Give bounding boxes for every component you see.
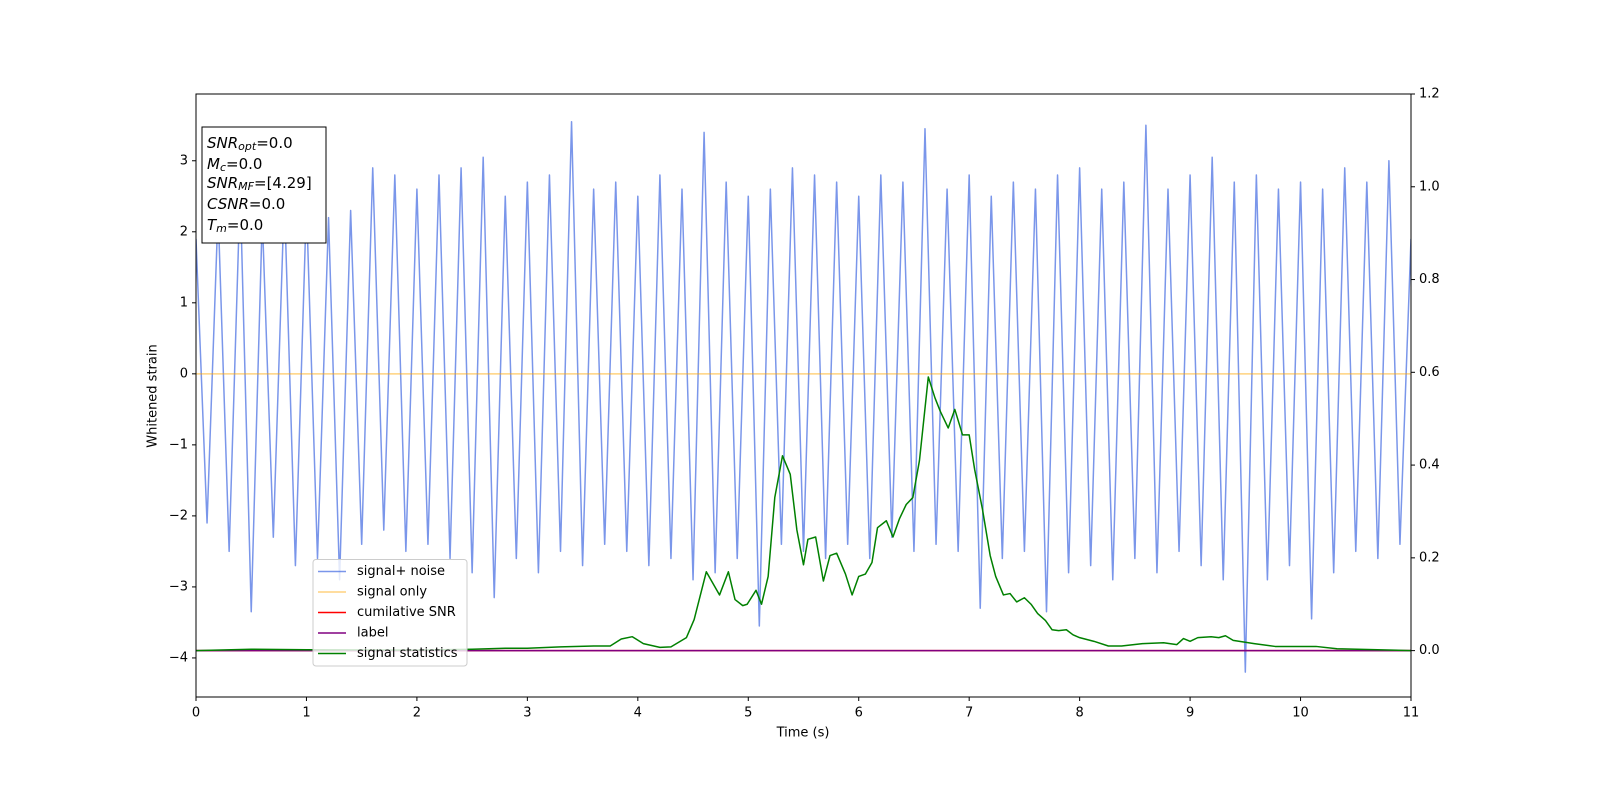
- annotation-frame: [201, 126, 327, 244]
- series-line: [196, 376, 1411, 652]
- x-tick-label: 8: [1075, 706, 1083, 721]
- annotation-text: Tm=0.0: [207, 216, 263, 236]
- y-tick-label: −4: [169, 650, 188, 665]
- y2-tick-label: 0.8: [1419, 272, 1440, 287]
- annotation-symbol: CSNR: [207, 195, 249, 213]
- x-tick-label: 4: [634, 706, 642, 721]
- annotation-symbol: SNR: [207, 174, 238, 192]
- legend-label: label: [357, 626, 388, 641]
- legend-label: signal statistics: [357, 646, 458, 661]
- annotation-value: =0.0: [226, 155, 262, 173]
- x-tick-label: 7: [965, 706, 973, 721]
- annotation-subscript: c: [220, 161, 226, 174]
- y-axis-label: Whitened strain: [146, 344, 161, 447]
- y2-tick-label: 1.0: [1419, 179, 1440, 194]
- legend-label: cumilative SNR: [357, 605, 456, 620]
- y2-tick-label: 0.4: [1419, 458, 1440, 473]
- annotation-symbol: T: [207, 216, 218, 234]
- annotation-subscript: opt: [238, 140, 257, 153]
- y-tick-label: −2: [169, 508, 188, 523]
- x-tick-label: 1: [302, 706, 310, 721]
- annotation-value: =0.0: [256, 134, 292, 152]
- annotation-text: CSNR=0.0: [207, 195, 285, 213]
- annotation-subscript: m: [216, 222, 227, 235]
- annotation-text: SNRopt=0.0: [207, 134, 293, 154]
- legend: signal+ noise signal only cumilative SNR la…: [312, 559, 468, 667]
- plot-frame: [195, 93, 1412, 698]
- y-tick-label: −3: [169, 579, 188, 594]
- y2-tick-label: 0.2: [1419, 550, 1440, 565]
- annotation-value: =0.0: [227, 216, 263, 234]
- annotation-subscript: MF: [238, 180, 254, 193]
- x-tick-label: 5: [744, 706, 752, 721]
- x-tick-label: 0: [192, 706, 200, 721]
- x-tick-label: 6: [855, 706, 863, 721]
- series-line: [196, 120, 1411, 673]
- annotation-text: Mc=0.0: [207, 155, 262, 175]
- y2-tick-label: 1.2: [1419, 87, 1440, 102]
- y-tick-label: 0: [180, 366, 188, 381]
- y-tick-label: 2: [180, 224, 188, 239]
- x-tick-label: 11: [1403, 706, 1420, 721]
- y-tick-label: 1: [180, 295, 188, 310]
- y-tick-label: 3: [180, 153, 188, 168]
- legend-frame: [312, 559, 468, 667]
- x-tick-label: 10: [1292, 706, 1309, 721]
- annotation-value: =[4.29]: [254, 174, 312, 192]
- legend-label: signal+ noise: [357, 564, 445, 579]
- x-tick-label: 2: [413, 706, 421, 721]
- annotation-symbol: M: [207, 155, 220, 173]
- legend-label: signal only: [357, 585, 427, 600]
- x-axis-label: Time (s): [776, 726, 830, 741]
- x-tick-label: 9: [1186, 706, 1194, 721]
- annotation-value: =0.0: [249, 195, 285, 213]
- y2-tick-label: 0.6: [1419, 365, 1440, 380]
- annotation-box: SNRopt=0.0Mc=0.0SNRMF=[4.29]CSNR=0.0Tm=0…: [201, 126, 327, 244]
- x-tick-label: 3: [523, 706, 531, 721]
- annotation-symbol: SNR: [207, 134, 238, 152]
- annotation-text: SNRMF=[4.29]: [207, 174, 312, 194]
- y2-tick-label: 0.0: [1419, 643, 1440, 658]
- y-tick-label: −1: [169, 437, 188, 452]
